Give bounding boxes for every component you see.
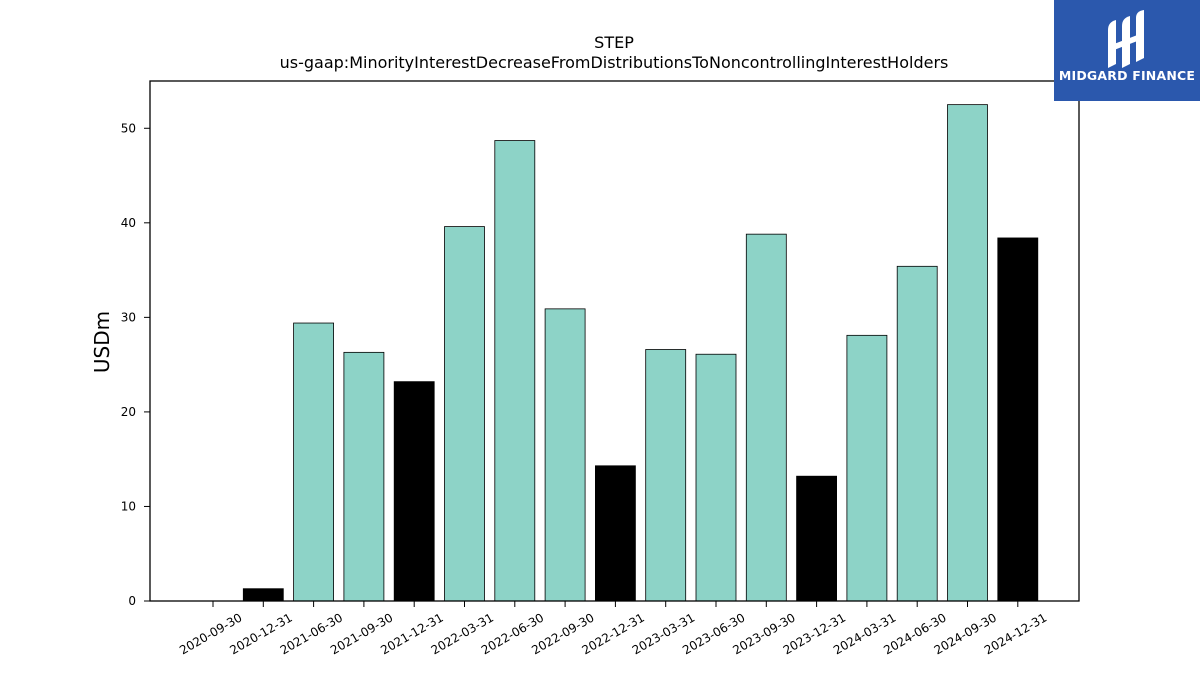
bar-2023-12-31 [796, 475, 837, 602]
bar-2024-12-31 [997, 237, 1039, 602]
bar-2021-12-31 [393, 381, 435, 602]
bar-2021-06-30 [293, 322, 335, 602]
bar-2023-03-31 [645, 349, 687, 602]
bar-2024-03-31 [846, 334, 888, 602]
plot-frame [149, 80, 1080, 602]
bar-2023-09-30 [745, 233, 787, 602]
bar-2023-06-30 [695, 353, 737, 602]
bar-2021-09-30 [343, 351, 385, 602]
y-tick-label: 0 [128, 594, 136, 608]
y-tick-label: 10 [121, 499, 136, 513]
x-axis: 2020-09-302020-12-312021-06-302021-09-30… [177, 601, 1049, 657]
bar-2020-12-31 [242, 588, 284, 602]
bar-2022-06-30 [494, 140, 536, 602]
y-tick-label: 20 [121, 405, 136, 419]
bar-2024-09-30 [947, 104, 988, 602]
chart-subtitle: us-gaap:MinorityInterestDecreaseFromDist… [280, 53, 949, 72]
bar-2024-06-30 [896, 265, 938, 602]
midgard-finance-logo: MIDGARD FINANCE [1054, 0, 1200, 101]
bar-2022-09-30 [544, 308, 586, 602]
logo-mark-icon [1108, 10, 1144, 68]
y-axis: 0 10 20 30 40 50 [121, 121, 150, 608]
y-axis-label: USDm [90, 311, 114, 373]
y-tick-label: 50 [121, 121, 136, 135]
y-tick-label: 40 [121, 216, 136, 230]
bars-layer [242, 104, 1039, 602]
y-tick-label: 30 [121, 310, 136, 324]
chart-title: STEP [594, 33, 634, 52]
bar-2022-03-31 [444, 226, 485, 602]
bar-2022-12-31 [595, 465, 636, 602]
logo-text: MIDGARD FINANCE [1058, 68, 1196, 83]
